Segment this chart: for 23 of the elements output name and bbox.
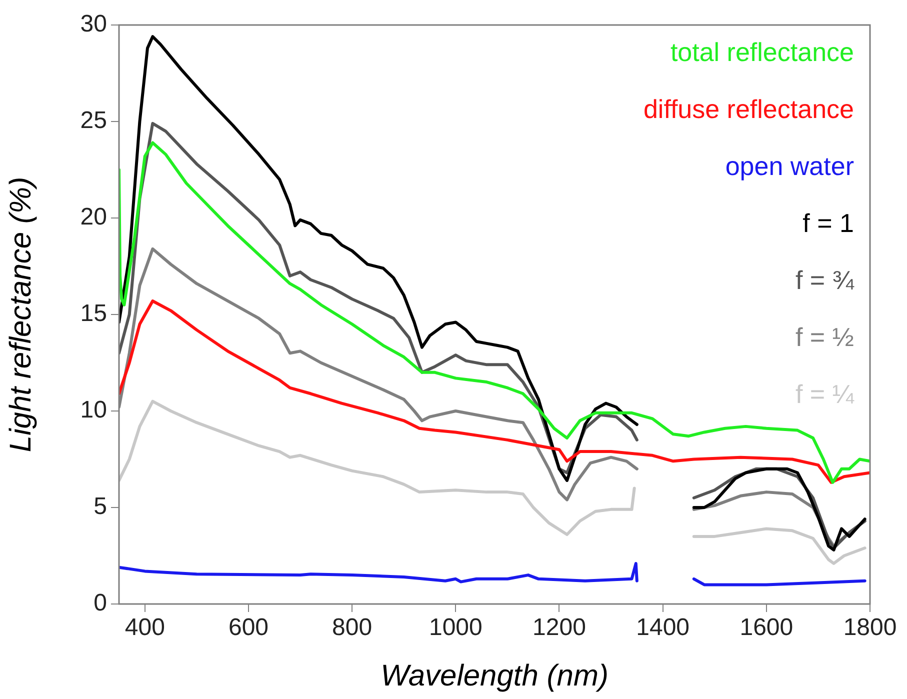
text: f = ½	[795, 321, 854, 354]
x-tick-label: 1800	[843, 614, 897, 642]
text: total reflectance	[670, 36, 854, 69]
y-tick-label: 15	[80, 300, 107, 328]
x-tick-label: 1000	[428, 614, 482, 642]
y-axis-title: Light reflectance (%)	[4, 176, 38, 452]
x-tick-label: 400	[124, 614, 165, 642]
x-tick-label: 1400	[636, 614, 690, 642]
y-tick-label: 30	[80, 10, 107, 38]
x-tick-label: 800	[332, 614, 372, 642]
text: open water	[725, 150, 854, 183]
y-tick-label: 10	[80, 396, 107, 424]
x-tick-label: 1600	[740, 614, 794, 642]
text: f = ¾	[795, 264, 854, 297]
text: diffuse reflectance	[643, 93, 854, 126]
x-tick-label: 1200	[532, 614, 586, 642]
y-tick-label: 20	[80, 204, 107, 231]
x-axis-title: Wavelength (nm)	[380, 659, 608, 692]
y-tick-label: 0	[94, 590, 107, 617]
x-tick-label: 600	[228, 614, 269, 642]
text: f = 1	[802, 207, 854, 240]
y-tick-label: 25	[80, 107, 107, 134]
y-tick-label: 5	[94, 493, 107, 520]
